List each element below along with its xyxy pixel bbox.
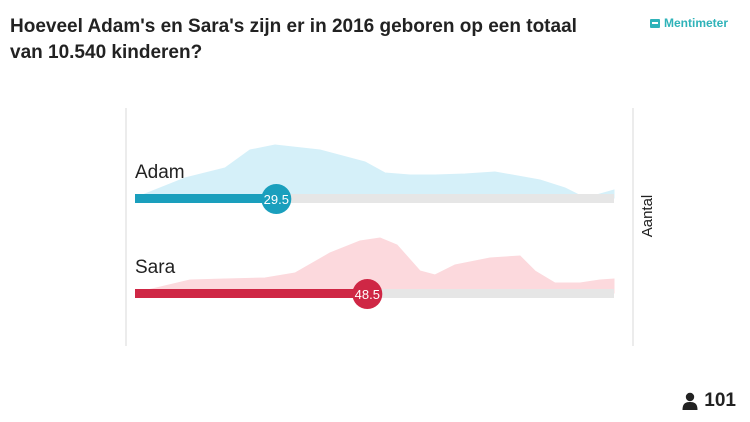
mentimeter-brand: Mentimeter <box>649 16 728 30</box>
sara-bar <box>135 289 368 298</box>
adam-bar <box>135 194 277 203</box>
adam-distribution-area <box>134 144 615 199</box>
adam-value-label: 29.5 <box>264 192 289 207</box>
participant-count: 101 <box>682 390 736 412</box>
adam-value-marker <box>261 184 292 214</box>
mentimeter-logo-icon <box>649 18 660 28</box>
sara-value-label: 48.5 <box>355 287 380 302</box>
participant-count-value: 101 <box>704 390 736 411</box>
sara-series-label: Sara <box>135 257 176 278</box>
brand-name: Mentimeter <box>663 16 728 30</box>
sara-value-marker <box>352 279 383 309</box>
sara-distribution-area <box>134 237 615 294</box>
person-icon <box>682 392 698 410</box>
adam-series-label: Adam <box>135 162 185 183</box>
chart-side-label: Aantal <box>639 195 656 238</box>
question-title: Hoeveel Adam's en Sara's zijn er in 2016… <box>10 16 577 63</box>
adam-bar-track <box>135 194 614 203</box>
